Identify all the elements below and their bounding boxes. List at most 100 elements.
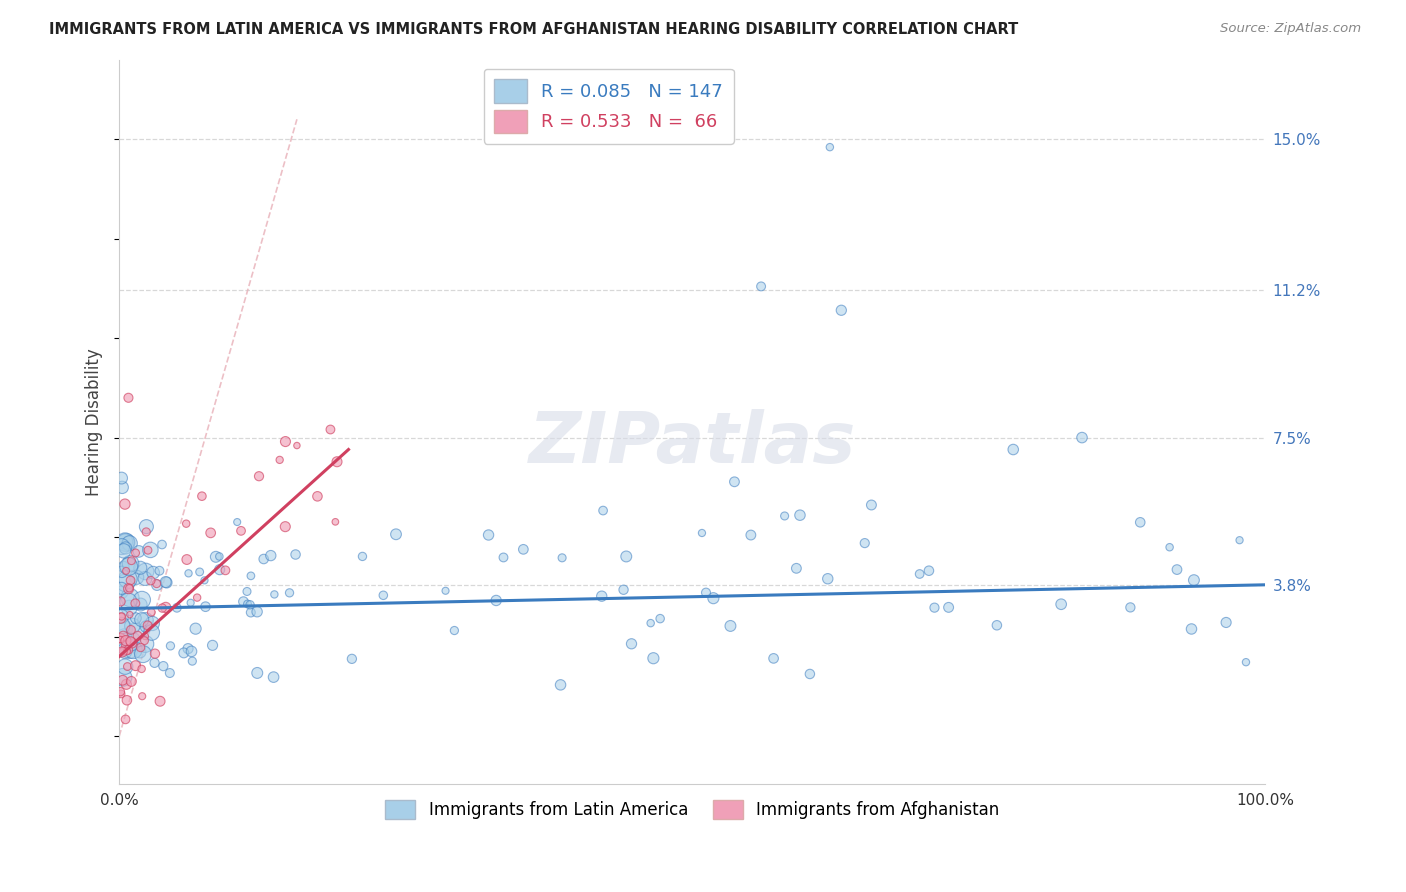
Point bbox=[141, 605, 163, 619]
Point bbox=[180, 596, 202, 610]
Point bbox=[551, 550, 574, 565]
Point bbox=[117, 582, 139, 596]
Point bbox=[110, 684, 132, 698]
Point bbox=[115, 644, 138, 658]
Point bbox=[512, 542, 534, 557]
Point bbox=[193, 574, 215, 588]
Point bbox=[174, 516, 197, 531]
Point bbox=[1129, 516, 1152, 530]
Point bbox=[118, 591, 141, 605]
Point bbox=[830, 303, 852, 318]
Point bbox=[186, 591, 208, 605]
Point bbox=[1071, 431, 1094, 445]
Point bbox=[325, 515, 347, 529]
Point bbox=[702, 591, 724, 606]
Point bbox=[121, 636, 143, 650]
Point bbox=[117, 659, 139, 673]
Point bbox=[129, 645, 152, 659]
Point bbox=[208, 563, 231, 577]
Point bbox=[1215, 615, 1237, 630]
Text: IMMIGRANTS FROM LATIN AMERICA VS IMMIGRANTS FROM AFGHANISTAN HEARING DISABILITY : IMMIGRANTS FROM LATIN AMERICA VS IMMIGRA… bbox=[49, 22, 1018, 37]
Point bbox=[112, 629, 135, 643]
Point bbox=[150, 601, 173, 615]
Point bbox=[115, 639, 138, 653]
Point bbox=[122, 642, 145, 657]
Point bbox=[278, 586, 301, 600]
Point bbox=[477, 528, 499, 542]
Point bbox=[115, 633, 138, 648]
Point bbox=[114, 644, 136, 658]
Point bbox=[129, 640, 152, 655]
Point bbox=[592, 503, 614, 517]
Point bbox=[326, 455, 349, 469]
Point bbox=[799, 667, 821, 681]
Point bbox=[117, 594, 139, 608]
Point bbox=[114, 713, 136, 727]
Point bbox=[117, 642, 139, 657]
Point bbox=[139, 542, 162, 557]
Point bbox=[134, 614, 156, 628]
Point bbox=[118, 607, 141, 622]
Point bbox=[247, 469, 270, 483]
Point bbox=[141, 625, 163, 640]
Point bbox=[114, 576, 136, 591]
Point bbox=[124, 596, 146, 610]
Point bbox=[434, 583, 457, 598]
Point bbox=[112, 560, 135, 574]
Point bbox=[695, 585, 717, 599]
Point bbox=[1050, 597, 1073, 611]
Point bbox=[118, 601, 141, 615]
Point bbox=[1166, 563, 1188, 577]
Point bbox=[125, 611, 148, 625]
Point bbox=[208, 549, 231, 564]
Point bbox=[263, 587, 285, 601]
Point bbox=[229, 524, 252, 538]
Point bbox=[110, 631, 132, 645]
Point bbox=[762, 651, 785, 665]
Point bbox=[205, 549, 228, 564]
Legend: Immigrants from Latin America, Immigrants from Afghanistan: Immigrants from Latin America, Immigrant… bbox=[378, 794, 1007, 826]
Point bbox=[110, 687, 132, 701]
Point bbox=[773, 508, 796, 523]
Point bbox=[860, 498, 883, 512]
Point bbox=[129, 598, 152, 612]
Point bbox=[114, 534, 136, 549]
Point bbox=[150, 537, 173, 551]
Point bbox=[159, 666, 181, 681]
Point bbox=[132, 647, 155, 661]
Point bbox=[307, 489, 329, 503]
Point bbox=[135, 524, 157, 539]
Point bbox=[120, 634, 142, 648]
Point bbox=[246, 665, 269, 680]
Point bbox=[115, 535, 138, 549]
Point bbox=[176, 552, 198, 566]
Point bbox=[111, 670, 134, 684]
Text: Source: ZipAtlas.com: Source: ZipAtlas.com bbox=[1220, 22, 1361, 36]
Point bbox=[146, 578, 169, 592]
Point bbox=[194, 599, 217, 614]
Point bbox=[285, 438, 308, 452]
Point bbox=[110, 609, 132, 624]
Point bbox=[373, 588, 395, 602]
Point bbox=[177, 566, 200, 581]
Point bbox=[340, 652, 363, 666]
Point bbox=[385, 527, 408, 541]
Point bbox=[1119, 600, 1142, 615]
Point bbox=[110, 471, 132, 485]
Point bbox=[1182, 573, 1205, 587]
Point bbox=[131, 613, 153, 627]
Point bbox=[614, 549, 637, 564]
Point bbox=[111, 609, 134, 624]
Point bbox=[117, 572, 139, 586]
Point bbox=[134, 629, 156, 643]
Point bbox=[124, 624, 146, 639]
Point bbox=[284, 548, 307, 562]
Point bbox=[124, 546, 146, 560]
Point bbox=[214, 563, 236, 577]
Point bbox=[118, 536, 141, 550]
Point bbox=[114, 659, 136, 673]
Point bbox=[121, 619, 143, 633]
Point bbox=[110, 611, 132, 625]
Point bbox=[749, 279, 772, 293]
Point bbox=[143, 647, 166, 661]
